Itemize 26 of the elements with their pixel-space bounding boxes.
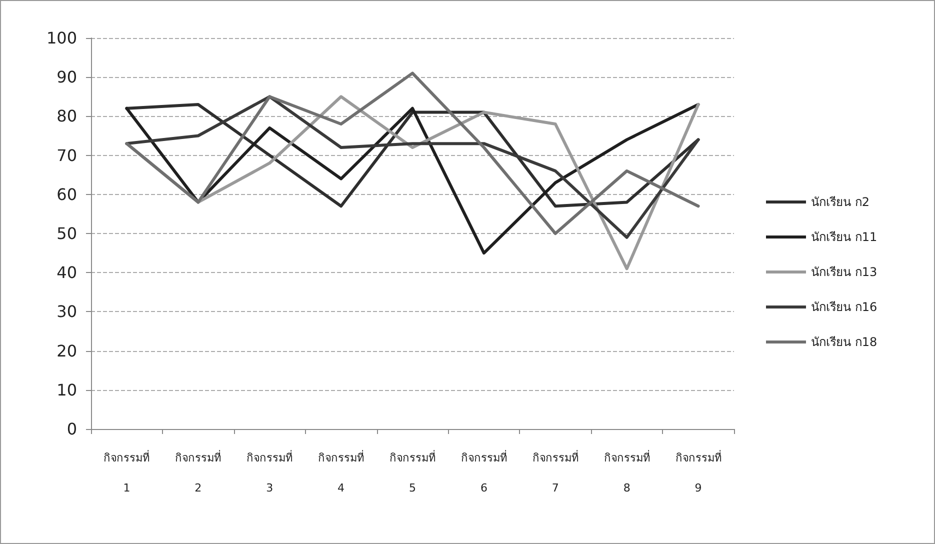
- y-tick-label: 60: [56, 184, 77, 204]
- category-label: กิจกรรมที่ 7: [532, 452, 578, 494]
- y-tick-label: 100: [46, 28, 77, 48]
- y-tick-label: 10: [56, 380, 77, 400]
- category-label: กิจกรรมที่ 6: [460, 452, 507, 494]
- y-tick-label: 70: [56, 146, 77, 165]
- y-tick-label: 0: [66, 420, 77, 438]
- line-series: [125, 72, 700, 235]
- y-tick-label: 50: [56, 224, 77, 243]
- category-label: กิจกรรมที่ 8: [604, 452, 650, 494]
- category-label: กิจกรรมที่ 1: [104, 452, 150, 494]
- category-label: กิจกรรมที่ 4: [318, 452, 364, 494]
- legend-label: นักเรียน ก16: [811, 300, 878, 314]
- legend-label: นักเรียน ก11: [811, 230, 878, 244]
- y-tick-label: 20: [56, 341, 77, 360]
- y-tick-label: 90: [56, 68, 77, 87]
- category-label: กิจกรรมที่ 2: [175, 452, 222, 494]
- y-tick-label: 80: [56, 106, 77, 126]
- category-label: กิจกรรมที่ 3: [246, 452, 293, 494]
- category-label: กิจกรรมที่ 5: [390, 452, 436, 494]
- legend-label: นักเรียน ก18: [811, 335, 878, 349]
- legend-label: นักเรียน ก13: [811, 265, 878, 279]
- legend-label: นักเรียน ก2: [811, 195, 870, 209]
- y-tick-label: 30: [56, 302, 77, 322]
- y-tick-label: 40: [56, 263, 77, 282]
- category-label: กิจกรรมที่ 9: [675, 452, 722, 494]
